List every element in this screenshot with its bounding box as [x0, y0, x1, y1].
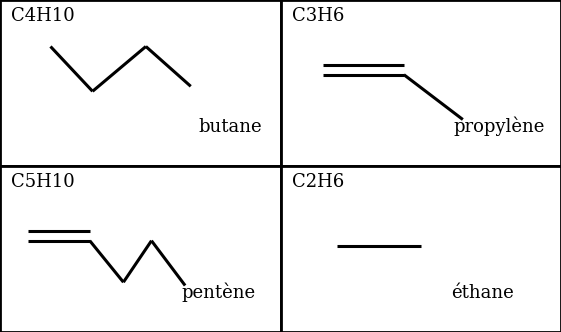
Text: éthane: éthane	[451, 284, 514, 302]
Text: C3H6: C3H6	[292, 7, 344, 25]
Text: C5H10: C5H10	[11, 173, 75, 191]
Text: butane: butane	[198, 118, 262, 136]
Text: pentène: pentène	[182, 283, 256, 302]
Text: propylène: propylène	[454, 117, 545, 136]
Text: C2H6: C2H6	[292, 173, 344, 191]
Text: C4H10: C4H10	[11, 7, 75, 25]
